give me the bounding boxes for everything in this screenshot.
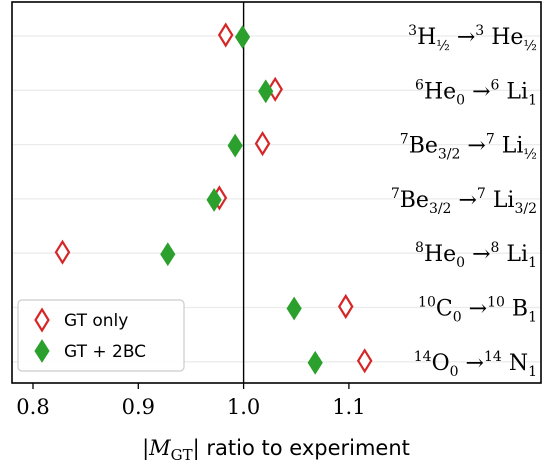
marker-gt-only (267, 76, 283, 102)
marker-gt-only (54, 239, 71, 265)
marker-gt-2bc (258, 79, 274, 104)
marker-gt-only (337, 293, 354, 320)
marker-gt-2bc (160, 242, 176, 267)
transition-label: 10C0 →10 B1 (418, 295, 537, 326)
x-tick-label: 0.9 (122, 395, 155, 419)
x-tick-label: 1.1 (332, 395, 365, 419)
legend-label: GT only (64, 311, 128, 331)
transition-labels: 3H½ →3 He½ 6He0 →6 Li1 7Be3/2 →7 Li½ 7Be3/2… (391, 23, 537, 380)
legend-box (17, 299, 185, 372)
marker-gt-2bc (227, 133, 243, 158)
transition-label: 6He0 →6 Li1 (415, 77, 537, 108)
data-markers (54, 22, 373, 375)
marker-gt-2bc (307, 350, 323, 375)
transition-label: 7Be3/2 →7 Li½ (400, 132, 537, 163)
x-axis-ticks: 0.8 0.9 1.0 1.1 (16, 383, 366, 419)
legend-label: GT + 2BC (64, 342, 146, 362)
transition-label: 3H½ →3 He½ (408, 23, 537, 54)
marker-gt-only (356, 348, 373, 374)
marker-gt-2bc (286, 296, 302, 321)
marker-gt-only (254, 131, 271, 157)
x-tick-label: 1.0 (227, 395, 260, 419)
transition-label: 14O0 →14 N1 (414, 349, 537, 380)
legend-marker-gt-only (34, 307, 50, 333)
transition-label: 8He0 →8 Li1 (415, 240, 537, 271)
legend-marker-gt-2bc (34, 339, 50, 363)
x-axis-label: |MGT| ratio to experiment (142, 436, 410, 464)
plot-frame (11, 1, 542, 384)
x-tick-label: 0.8 (16, 395, 49, 419)
marker-gt-2bc (234, 25, 251, 49)
marker-gt-only (217, 22, 234, 48)
transition-label: 7Be3/2 →7 Li3/2 (391, 186, 537, 217)
marker-gt-2bc (206, 187, 222, 212)
legend: GT only GT + 2BC (17, 299, 185, 372)
